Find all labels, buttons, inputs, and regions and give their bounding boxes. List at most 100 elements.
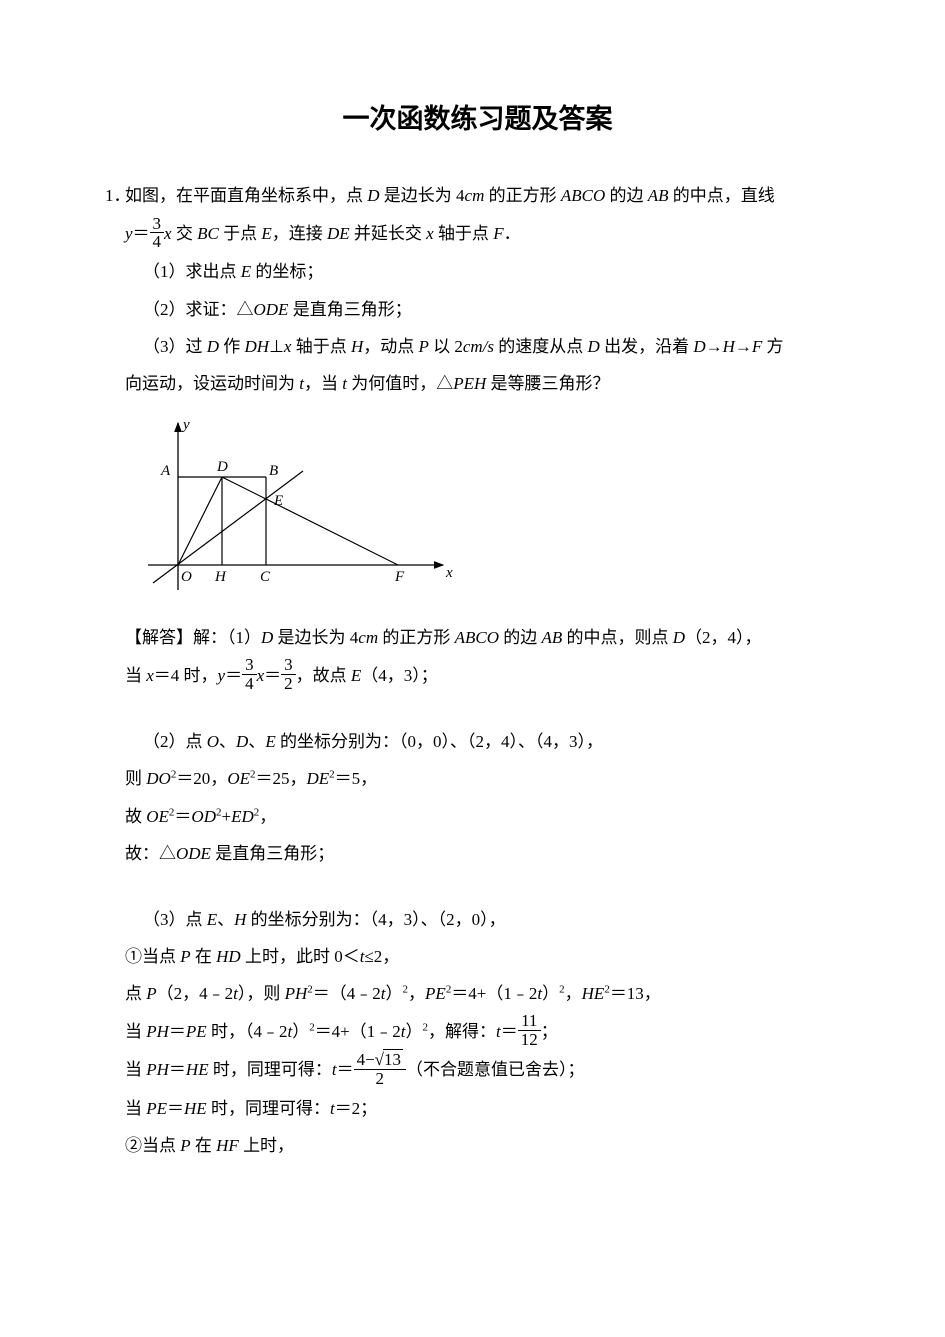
var-D: D bbox=[588, 337, 600, 356]
text: 解：（1） bbox=[193, 628, 261, 647]
var-PH: PH bbox=[146, 1022, 169, 1041]
frac-11-12: 1112 bbox=[518, 1012, 541, 1049]
circ2: ② bbox=[125, 1136, 142, 1155]
numerator: 11 bbox=[518, 1012, 541, 1031]
frac-3-4: 34 bbox=[242, 656, 257, 693]
fig-O: O bbox=[181, 569, 192, 585]
text: （2，4）， bbox=[685, 628, 762, 647]
text: ＝4+（1﹣2 bbox=[451, 984, 537, 1003]
var-BC: BC bbox=[197, 224, 219, 243]
text: 的中点，直线 bbox=[669, 186, 775, 205]
text: ＝25， bbox=[255, 769, 306, 788]
var-H: H bbox=[723, 337, 735, 356]
dot: 、 bbox=[248, 732, 265, 751]
text: 于点 bbox=[219, 224, 262, 243]
text: 点 bbox=[125, 984, 146, 1003]
eq: ＝ bbox=[169, 1022, 186, 1041]
text: 并延长交 bbox=[350, 224, 427, 243]
eq: ＝ bbox=[225, 666, 242, 685]
var-DE: DE bbox=[306, 769, 329, 788]
text: 的中点，则点 bbox=[562, 628, 673, 647]
var-F: F bbox=[752, 337, 762, 356]
var-x: x bbox=[426, 224, 434, 243]
denominator: 4 bbox=[242, 675, 257, 693]
var-E: E bbox=[241, 262, 251, 281]
question-1: （1）求出点 E 的坐标； bbox=[125, 253, 830, 290]
semi: ； bbox=[541, 1022, 558, 1041]
comma: ， bbox=[259, 807, 276, 826]
sol-3e: 当 PH＝HE 时，同理可得：t＝4−132（不合题意值已舍去）； bbox=[125, 1051, 830, 1089]
fig-H: H bbox=[214, 569, 227, 585]
var-x: x bbox=[257, 666, 265, 685]
text: ＝4 时， bbox=[154, 666, 218, 685]
text: ＝13， bbox=[610, 984, 661, 1003]
text: 上时，此时 0＜ bbox=[241, 947, 360, 966]
var-OE: OE bbox=[146, 807, 169, 826]
text: ，连接 bbox=[272, 224, 327, 243]
text: 的速度从点 bbox=[494, 337, 588, 356]
text: ），则 bbox=[238, 984, 285, 1003]
text: 当 bbox=[125, 1099, 146, 1118]
arrow: → bbox=[735, 337, 752, 356]
var-HD: HD bbox=[216, 947, 241, 966]
var-E: E bbox=[351, 666, 361, 685]
text: ＝5， bbox=[335, 769, 378, 788]
var-PE: PE bbox=[425, 984, 446, 1003]
stem-line-2: y＝34x 交 BC 于点 E，连接 DE 并延长交 x 轴于点 F． bbox=[125, 215, 830, 253]
text: 方 bbox=[762, 337, 783, 356]
axis-x-label: x bbox=[445, 565, 453, 581]
var-D: D bbox=[207, 337, 219, 356]
sol-3f: 当 PE＝HE 时，同理可得：t＝2； bbox=[125, 1090, 830, 1127]
dot: 、 bbox=[217, 910, 234, 929]
unit-cms: cm/s bbox=[463, 337, 494, 356]
denominator: 12 bbox=[518, 1031, 541, 1049]
sol-3b: ①当点 P 在 HD 上时，此时 0＜t≤2， bbox=[125, 938, 830, 975]
text: 是等腰三角形？ bbox=[486, 374, 609, 393]
denominator: 2 bbox=[354, 1070, 406, 1088]
sol-1a: 【解答】解：（1）D 是边长为 4cm 的正方形 ABCO 的边 AB 的中点，… bbox=[125, 619, 830, 656]
var-DO: DO bbox=[146, 769, 171, 788]
sol-1b: 当 x＝4 时，y＝34x＝32，故点 E（4，3）； bbox=[125, 657, 830, 695]
denominator: 4 bbox=[150, 233, 165, 251]
eq: ＝ bbox=[337, 1060, 354, 1079]
var-HE: HE bbox=[582, 984, 605, 1003]
plus: + bbox=[221, 807, 231, 826]
var-ODE: ODE bbox=[254, 300, 289, 319]
comma: ， bbox=[565, 984, 582, 1003]
sol-3c: 点 P（2，4﹣2t），则 PH2＝（4﹣2t）2，PE2＝4+（1﹣2t）2，… bbox=[125, 975, 830, 1012]
numerator: 3 bbox=[150, 215, 165, 234]
text: ＝20， bbox=[176, 769, 227, 788]
text: ． bbox=[504, 224, 521, 243]
sqrt-icon: 13 bbox=[375, 1051, 403, 1069]
solution-label: 【解答】 bbox=[125, 628, 193, 647]
fig-B: B bbox=[269, 463, 278, 479]
text: ，动点 bbox=[363, 337, 418, 356]
text: （3）过 bbox=[143, 337, 207, 356]
eq: ＝ bbox=[167, 1099, 184, 1118]
var-D: D bbox=[236, 732, 248, 751]
var-OD: OD bbox=[191, 807, 216, 826]
text: ，解得： bbox=[428, 1022, 496, 1041]
fig-E: E bbox=[273, 493, 283, 509]
text: 是直角三角形； bbox=[211, 844, 334, 863]
denominator: 2 bbox=[281, 675, 296, 693]
var-PH: PH bbox=[146, 1060, 169, 1079]
var-DH: DH bbox=[245, 337, 270, 356]
sol-2c: 故 OE2＝OD2+ED2， bbox=[125, 798, 830, 835]
text: ） bbox=[292, 1022, 309, 1041]
text: 的边 bbox=[499, 628, 542, 647]
var-E: E bbox=[261, 224, 271, 243]
problem-1: 1． 如图，在平面直角坐标系中，点 D 是边长为 4cm 的正方形 ABCO 的… bbox=[125, 177, 830, 1164]
var-F: F bbox=[493, 224, 503, 243]
sol-2b: 则 DO2＝20，OE2＝25，DE2＝5， bbox=[125, 760, 830, 797]
var-HF: HF bbox=[216, 1136, 239, 1155]
perp: ⊥ bbox=[269, 337, 284, 356]
var-P: P bbox=[180, 947, 190, 966]
text: 作 bbox=[219, 337, 245, 356]
comma: ， bbox=[408, 984, 425, 1003]
var-PE: PE bbox=[146, 1099, 167, 1118]
text: 当点 bbox=[142, 1136, 180, 1155]
text: （2，4﹣2 bbox=[157, 984, 234, 1003]
text: 当点 bbox=[142, 947, 180, 966]
question-2: （2）求证：△ODE 是直角三角形； bbox=[125, 291, 830, 328]
